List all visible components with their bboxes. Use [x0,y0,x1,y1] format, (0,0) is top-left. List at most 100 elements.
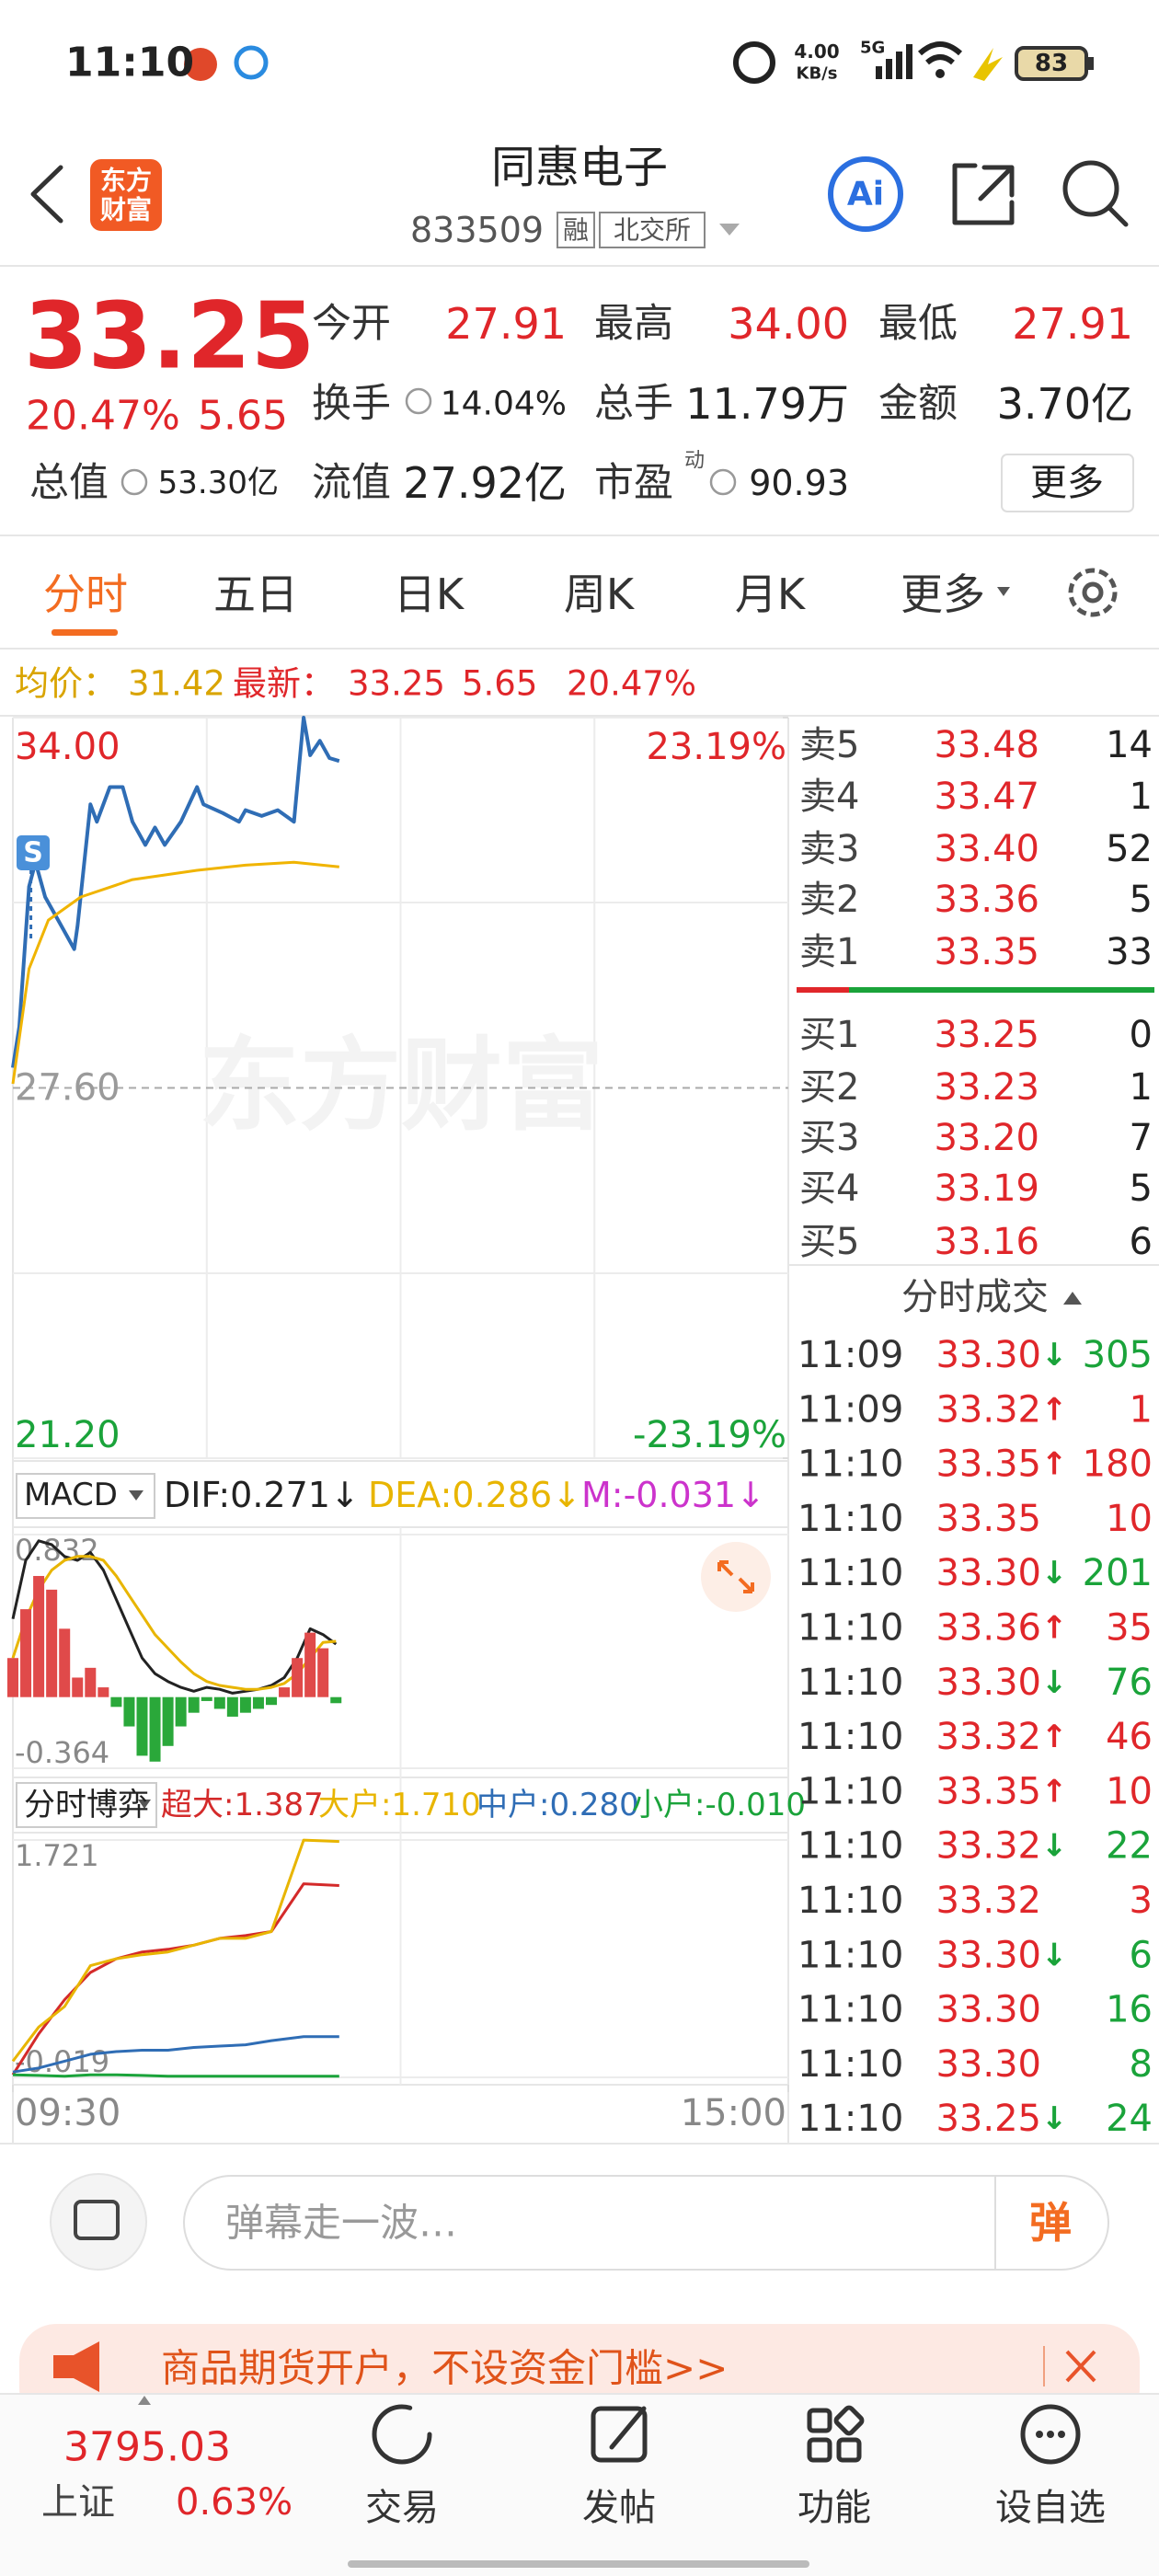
trade-price: 33.32 [935,1880,1041,1922]
quote-icons [120,387,1134,512]
indicator-select[interactable]: MACD [24,1477,118,1513]
nav-item[interactable]: 发帖 [582,2487,656,2529]
field-value: 53.30亿 [158,465,279,501]
bottom-nav [0,2394,1159,2576]
macd-bar [85,1667,97,1697]
book-volume: 0 [1130,1014,1153,1056]
book-price: 33.23 [934,1066,1039,1109]
book-label: 卖1 [799,931,859,973]
share-button[interactable] [952,163,1015,225]
ask-ratio [797,987,849,993]
trade-volume: 10 [1106,1498,1153,1540]
sort-arrow [1063,1292,1082,1305]
avg-price: 31.42 [128,664,225,704]
bid-ratio [849,987,1154,993]
tab[interactable]: 更多 [901,569,985,619]
trade-price: 33.25 [935,2098,1041,2140]
field-label: 总手 [594,381,673,427]
net-unit: KB/s [797,64,838,84]
y2-tick-label: -23.19% [633,1414,786,1456]
field-value: 27.91 [445,299,567,349]
book-price: 33.48 [934,724,1039,766]
expand-button[interactable] [701,1542,771,1612]
y-tick-label: 21.20 [15,1414,120,1456]
trade-price: 33.35 [935,1498,1041,1540]
book-label: 买3 [799,1117,859,1159]
field-value: 27.92亿 [403,458,567,508]
net-speed: 4.00 [794,40,839,63]
trade-direction: ↓ [1041,1664,1068,1701]
legend-label: 大户:1.710 [318,1787,481,1823]
book-volume: 52 [1106,828,1153,870]
more-button[interactable] [1001,454,1134,512]
tab[interactable]: 五日 [213,569,298,619]
tab[interactable]: 日K [394,569,465,619]
macd-bar [136,1696,148,1756]
y2-tick-label: 23.19% [646,726,786,768]
header-icons: Ai [30,156,1129,248]
banner-text[interactable]: 商品期货开户，不设资金门槛>> [161,2346,728,2391]
field-value: 27.91 [1012,299,1133,349]
trade-price: 33.30 [935,2043,1041,2086]
book-price: 33.36 [934,879,1039,921]
macd-bar [20,1609,32,1697]
comment-bar [50,2173,1109,2271]
trade-direction: ↑ [1041,1610,1068,1647]
logo-text: 东方 [100,166,152,196]
book-price: 33.19 [934,1167,1039,1210]
tab[interactable]: 周K [564,569,636,619]
tab[interactable]: 分时 [43,569,128,619]
trade-volume: 201 [1083,1552,1153,1594]
macd-bar [7,1658,18,1697]
danmaku-button[interactable]: 弹 [1029,2198,1072,2248]
field-label: 最高 [594,301,673,347]
index-name: 上证 [41,2481,115,2524]
macd-bar [98,1687,109,1697]
trade-direction: ↑ [1041,1391,1068,1428]
x-tick-label: 15:00 [681,2092,786,2134]
book-label: 买2 [799,1066,859,1109]
macd-bar [33,1576,45,1697]
macd-bar [175,1696,187,1727]
trade-time: 11:10 [798,1662,903,1704]
trade-price: 33.30 [935,1662,1041,1704]
series-line [11,1838,339,2063]
index-change: 0.63% [176,2481,293,2524]
search-button[interactable] [1062,160,1119,217]
book-price: 33.20 [934,1117,1039,1159]
settings-button[interactable] [1068,568,1118,617]
book-volume: 7 [1130,1117,1153,1159]
tab[interactable]: 月K [735,569,807,619]
field-label: 总值 [29,460,109,506]
back-button[interactable] [30,165,63,224]
indicator-select[interactable]: 分时博弈 [24,1787,149,1823]
legend-label: 超大:1.387 [161,1787,324,1823]
more-button-label[interactable]: 更多 [1030,462,1104,504]
trade-price: 33.35 [935,1443,1041,1486]
legend-label: M:-0.031↓ [581,1475,765,1515]
nav-item[interactable]: 功能 [798,2487,871,2529]
banner-close[interactable] [1065,2350,1096,2383]
nav-item[interactable]: 交易 [365,2487,439,2529]
macd-bar [226,1696,238,1717]
change: 5.65 [462,664,537,704]
nav-item[interactable]: 设自选 [995,2487,1106,2529]
badge: 融 [563,215,589,246]
trade-direction: ↓ [1041,2100,1068,2137]
last-label: 最新： [233,664,335,704]
ai-button[interactable] [828,156,903,232]
macd-bar [149,1696,161,1762]
comment-input[interactable] [183,2175,1109,2271]
y-tick-label: 27.60 [15,1067,120,1110]
trade-price: 33.30 [935,1989,1041,2031]
macd-bar [110,1696,122,1708]
tab-underline [52,629,118,636]
book-volume: 6 [1130,1221,1153,1263]
trade-time: 11:10 [798,1989,903,2031]
danmaku-settings[interactable] [50,2173,147,2271]
index-value: 3795.03 [63,2424,231,2471]
macd-bar [123,1696,135,1727]
book-price: 33.40 [934,828,1039,870]
